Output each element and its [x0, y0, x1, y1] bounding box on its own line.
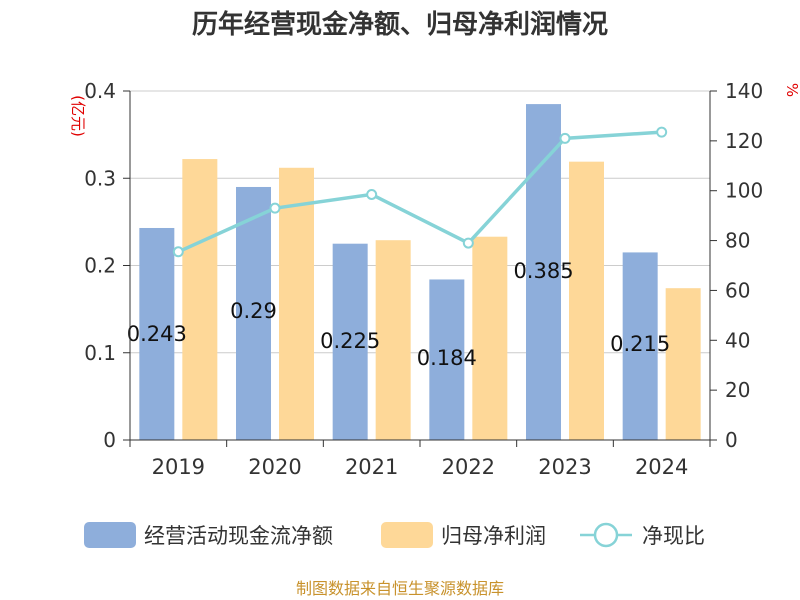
right-tick-label: 20	[725, 378, 750, 402]
x-tick-label: 2022	[442, 455, 495, 479]
right-tick-label: 80	[725, 229, 750, 253]
bar-2023	[569, 161, 604, 441]
source-note: 制图数据来自恒生聚源数据库	[296, 579, 504, 598]
legend-label: 净现比	[642, 524, 705, 548]
bar-2022	[429, 279, 465, 440]
bar-value-label: 0.29	[230, 299, 277, 323]
left-tick-label: 0	[103, 428, 116, 452]
x-tick-label: 2024	[635, 455, 688, 479]
chart-title: 历年经营现金净额、归母净利润情况	[192, 9, 608, 40]
left-tick-label: 0.1	[84, 341, 116, 365]
bar-value-label: 0.385	[513, 259, 573, 283]
ratio-point	[462, 237, 474, 249]
legend-swatch	[381, 522, 433, 548]
ratio-line	[172, 126, 668, 258]
ratio-point	[656, 126, 668, 138]
ratio-point	[366, 188, 378, 200]
right-tick-label: 40	[725, 328, 750, 352]
right-tick-label: 60	[725, 278, 750, 302]
bar-value-label: 0.184	[417, 346, 477, 370]
x-tick-label: 2020	[248, 455, 301, 479]
bar-value-label: 0.225	[320, 329, 380, 353]
bar-2021	[375, 240, 411, 440]
bar-2021	[332, 243, 368, 440]
legend-label: 归母净利润	[441, 524, 546, 548]
bar-2020	[279, 167, 314, 440]
bar-2020	[236, 186, 271, 440]
axes: 0 0.1 0.2 0.3 0.4 0 20 40 60 80 100 120 140 2019 2020 2…	[84, 79, 763, 479]
bars	[139, 104, 701, 441]
right-axis-unit: %	[783, 83, 800, 97]
grid	[130, 90, 710, 354]
right-tick-label: 100	[725, 179, 763, 203]
left-tick-label: 0.3	[84, 166, 116, 190]
data-labels: 0.243 0.29 0.225 0.184 0.385 0.215	[127, 259, 670, 370]
bar-value-label: 0.243	[127, 322, 187, 346]
bar-value-label: 0.215	[610, 332, 670, 356]
bar-2019	[182, 159, 218, 440]
ratio-point	[172, 246, 184, 258]
bar-2019	[139, 227, 175, 440]
bar-2024	[622, 252, 658, 440]
left-tick-label: 0.4	[84, 79, 116, 103]
ratio-line-path	[177, 130, 662, 254]
left-axis-unit: (亿元)	[69, 95, 87, 137]
legend: 经营活动现金流净额 归母净利润 净现比	[84, 522, 705, 548]
bar-2022	[472, 236, 508, 440]
bar-2024	[665, 288, 701, 440]
right-tick-label: 120	[725, 129, 763, 153]
legend-marker	[593, 522, 619, 548]
right-tick-label: 0	[725, 428, 738, 452]
x-tick-label: 2023	[538, 455, 591, 479]
left-tick-label: 0.2	[84, 254, 116, 278]
legend-label: 经营活动现金流净额	[144, 524, 333, 548]
legend-swatch	[84, 522, 136, 548]
ratio-point	[559, 132, 571, 144]
right-tick-label: 140	[725, 79, 763, 103]
x-tick-label: 2019	[152, 455, 205, 479]
ratio-point	[269, 202, 281, 214]
x-tick-label: 2021	[345, 455, 398, 479]
